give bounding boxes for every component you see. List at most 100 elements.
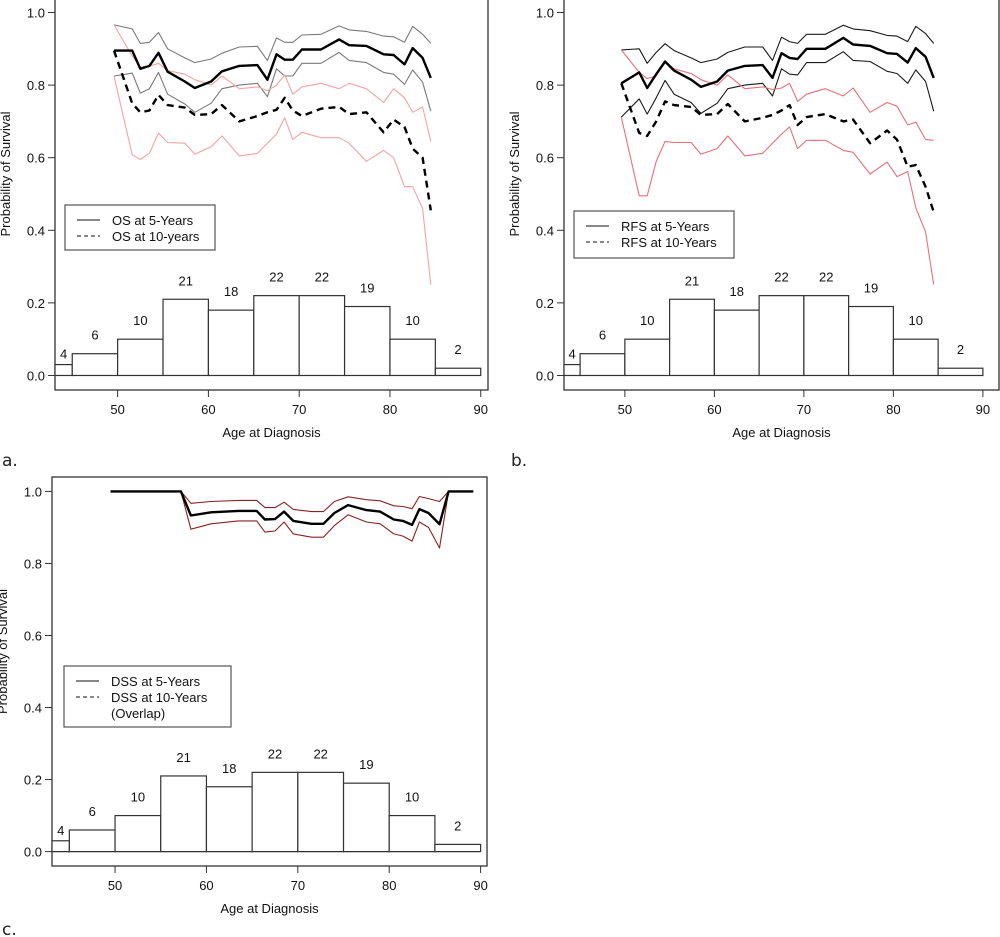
ci-line-rfs-at-5-years-lower-ci — [620, 51, 935, 118]
chart-panel-c: 0.0 0.2 0.4 0.6 0.8 1.0 50 60 70 80 90 Age at Diagn… — [0, 476, 488, 937]
x-tick-label: 60 — [201, 402, 215, 417]
histogram-bar — [434, 367, 482, 377]
histogram-bar — [579, 353, 626, 377]
histogram-count-label: 10 — [405, 790, 419, 805]
histogram-bar — [205, 786, 253, 853]
x-tick-label: 80 — [383, 402, 397, 417]
histogram-count-label: 19 — [359, 757, 373, 772]
y-axis-label: Probability of Survival — [0, 111, 13, 236]
x-tick-label: 80 — [886, 402, 900, 417]
x-tick-label: 60 — [707, 402, 721, 417]
ci-line-rfs-at-10-years-lower-ci — [620, 116, 935, 285]
histogram-count-label: 2 — [454, 342, 461, 357]
histogram-count-label: 10 — [405, 313, 419, 328]
panel-label: c. — [2, 920, 17, 937]
histogram-bar — [298, 295, 346, 377]
x-axis-label: Age at Diagnosis — [732, 425, 831, 440]
legend-entry-label: DSS at 10-Years — [111, 690, 208, 705]
legend-entry-label: DSS at 5-Years — [111, 674, 201, 689]
histogram-count-label: 21 — [685, 273, 699, 288]
histogram-count-label: 18 — [730, 284, 744, 299]
histogram-bar — [713, 309, 760, 377]
x-tick-label: 60 — [199, 878, 213, 893]
plot-frame — [54, 0, 489, 391]
histogram-bar — [848, 305, 894, 377]
histogram-bar — [162, 298, 210, 377]
panel-label: a. — [2, 451, 18, 471]
y-tick-label: 1.0 — [24, 484, 42, 499]
histogram-count-label: 10 — [133, 313, 147, 328]
histogram-count-label: 4 — [568, 347, 575, 362]
histogram-bar — [51, 840, 70, 853]
histogram-bar — [251, 771, 299, 853]
x-tick-label: 90 — [976, 402, 990, 417]
y-tick-label: 0.8 — [24, 556, 42, 571]
histogram-count-label: 18 — [224, 284, 238, 299]
histogram-count-label: 4 — [60, 347, 67, 362]
histogram-bar — [343, 305, 391, 377]
x-tick-label: 70 — [797, 402, 811, 417]
histogram-bar — [669, 298, 715, 377]
histogram-count-label: 21 — [178, 273, 192, 288]
legend-entry-label: OS at 5-Years — [112, 213, 194, 228]
histogram-bar — [624, 338, 671, 377]
histogram-count-label: 6 — [89, 804, 96, 819]
x-tick-label: 50 — [108, 878, 122, 893]
histogram-bar — [68, 829, 116, 853]
y-tick-label: 0.6 — [536, 151, 554, 166]
histogram-bar — [563, 363, 581, 377]
y-tick-label: 0.2 — [24, 773, 42, 788]
histogram-count-label: 22 — [313, 746, 327, 761]
y-tick-label: 0.4 — [27, 223, 45, 238]
histogram-count-label: 2 — [957, 342, 964, 357]
histogram-count-label: 6 — [599, 328, 606, 343]
x-axis-label: Age at Diagnosis — [222, 425, 321, 440]
y-tick-label: 0.2 — [27, 296, 45, 311]
y-tick-label: 0.8 — [536, 78, 554, 93]
histogram-bar — [54, 363, 73, 377]
ci-line-os-at-10-years-lower-ci — [113, 75, 432, 285]
histogram-bar — [388, 814, 436, 853]
histogram-count-label: 22 — [774, 270, 788, 285]
chart-panel-b: 0.0 0.2 0.4 0.6 0.8 1.0 50 60 70 80 90 Age at Diagn… — [507, 0, 1000, 471]
y-axis-label: Probability of Survival — [507, 111, 522, 236]
x-tick-label: 80 — [382, 878, 396, 893]
y-tick-label: 1.0 — [536, 6, 554, 21]
legend-entry-label: (Overlap) — [111, 706, 165, 721]
y-tick-label: 0.6 — [24, 628, 42, 643]
histogram-count-label: 10 — [131, 790, 145, 805]
histogram-bar — [207, 309, 255, 377]
histogram-bar — [114, 814, 162, 853]
legend-entry-label: RFS at 5-Years — [621, 219, 710, 234]
histogram-bar — [758, 295, 805, 377]
histogram-bar — [160, 775, 208, 853]
histogram-bar — [71, 353, 119, 377]
chart-panel-a: 0.0 0.2 0.4 0.6 0.8 1.0 50 60 70 80 90 Age at Diagn… — [0, 0, 489, 471]
y-tick-label: 0.0 — [27, 368, 45, 383]
histogram-bar — [803, 295, 850, 377]
histogram-bar — [434, 843, 482, 853]
series-line-rfs-at-10-years — [620, 82, 935, 213]
ci-line-dss-lower-ci — [110, 490, 474, 549]
histogram-count-label: 22 — [315, 270, 329, 285]
y-tick-label: 1.0 — [27, 6, 45, 21]
histogram-count-label: 10 — [909, 313, 923, 328]
histogram-bar — [892, 338, 939, 377]
x-axis-label: Age at Diagnosis — [220, 901, 319, 916]
series-line-os-at-5-years — [114, 38, 432, 90]
x-tick-label: 90 — [473, 878, 487, 893]
panel-label: b. — [511, 451, 527, 471]
histogram-count-label: 19 — [864, 281, 878, 296]
histogram-count-label: 10 — [640, 313, 654, 328]
ci-line-os-at-5-years-upper-ci — [113, 24, 432, 64]
histogram-count-label: 18 — [222, 761, 236, 776]
y-axis-label: Probability of Survival — [0, 589, 10, 714]
x-tick-label: 50 — [110, 402, 124, 417]
ci-line-dss-upper-ci — [110, 490, 474, 513]
x-tick-label: 50 — [618, 402, 632, 417]
histogram-bar — [117, 338, 164, 377]
legend-box — [573, 210, 735, 259]
